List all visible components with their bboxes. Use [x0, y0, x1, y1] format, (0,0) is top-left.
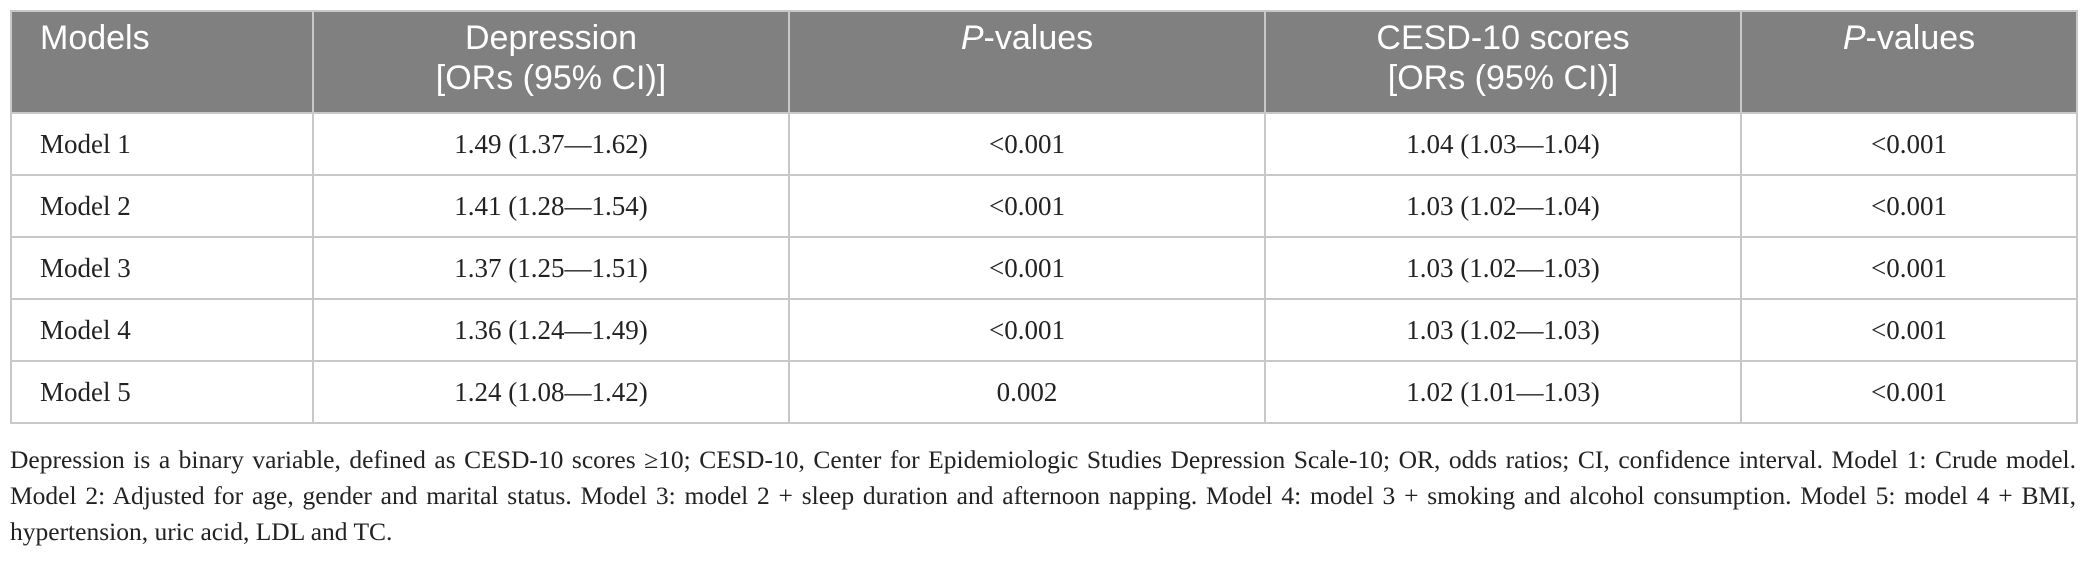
cell-cesd-p: <0.001 — [1740, 112, 2078, 176]
table-row: Model 3 1.37 (1.25—1.51) <0.001 1.03 (1.… — [10, 236, 2078, 300]
header-depression-pvalues: P-values — [788, 10, 1266, 114]
cell-depression-p: <0.001 — [788, 112, 1266, 176]
cell-depression-or: 1.24 (1.08—1.42) — [312, 360, 790, 424]
table-row: Model 5 1.24 (1.08—1.42) 0.002 1.02 (1.0… — [10, 360, 2078, 424]
header-depression-subtitle: [ORs (95% CI)] — [435, 59, 667, 97]
cell-cesd-p: <0.001 — [1740, 174, 2078, 238]
header-pvalues-suffix: -values — [1865, 19, 1976, 57]
table-body: Model 1 1.49 (1.37—1.62) <0.001 1.04 (1.… — [10, 112, 2078, 424]
cell-cesd-or: 1.04 (1.03—1.04) — [1264, 112, 1742, 176]
cell-cesd-or: 1.03 (1.02—1.04) — [1264, 174, 1742, 238]
cell-depression-or: 1.37 (1.25—1.51) — [312, 236, 790, 300]
cell-cesd-or: 1.03 (1.02—1.03) — [1264, 298, 1742, 362]
header-models: Models — [10, 10, 314, 114]
header-pvalues-italic-p: P — [1842, 19, 1866, 57]
cell-depression-or: 1.41 (1.28—1.54) — [312, 174, 790, 238]
cell-model: Model 3 — [10, 236, 314, 300]
header-row: Models Depression [ORs (95% CI)] P-value… — [10, 10, 2078, 114]
table-row: Model 1 1.49 (1.37—1.62) <0.001 1.04 (1.… — [10, 112, 2078, 176]
header-cesd-scores: CESD-10 scores [ORs (95% CI)] — [1264, 10, 1742, 114]
cell-depression-p: <0.001 — [788, 236, 1266, 300]
header-depression-pvalues-label: P-values — [802, 18, 1252, 58]
cell-cesd-p: <0.001 — [1740, 360, 2078, 424]
header-depression: Depression [ORs (95% CI)] — [312, 10, 790, 114]
cell-cesd-p: <0.001 — [1740, 298, 2078, 362]
header-cesd-pvalues: P-values — [1740, 10, 2078, 114]
header-cesd-subtitle: [ORs (95% CI)] — [1387, 59, 1619, 97]
results-table: Models Depression [ORs (95% CI)] P-value… — [10, 10, 2078, 424]
table-header: Models Depression [ORs (95% CI)] P-value… — [10, 10, 2078, 114]
cell-depression-p: <0.001 — [788, 174, 1266, 238]
table-footnote: Depression is a binary variable, defined… — [10, 445, 2076, 546]
cell-model: Model 2 — [10, 174, 314, 238]
header-pvalues-italic-p: P — [960, 19, 984, 57]
header-cesd-pvalues-label: P-values — [1754, 18, 2064, 58]
header-cesd-title: CESD-10 scores — [1376, 19, 1630, 57]
cell-depression-p: <0.001 — [788, 298, 1266, 362]
results-table-container: Models Depression [ORs (95% CI)] P-value… — [10, 10, 2078, 424]
cell-cesd-or: 1.03 (1.02—1.03) — [1264, 236, 1742, 300]
cell-model: Model 4 — [10, 298, 314, 362]
header-pvalues-suffix: -values — [983, 19, 1094, 57]
cell-model: Model 1 — [10, 112, 314, 176]
cell-depression-or: 1.49 (1.37—1.62) — [312, 112, 790, 176]
table-row: Model 2 1.41 (1.28—1.54) <0.001 1.03 (1.… — [10, 174, 2078, 238]
cell-model: Model 5 — [10, 360, 314, 424]
header-depression-title: Depression — [465, 19, 637, 57]
cell-depression-or: 1.36 (1.24—1.49) — [312, 298, 790, 362]
header-models-label: Models — [40, 19, 150, 57]
cell-cesd-p: <0.001 — [1740, 236, 2078, 300]
table-row: Model 4 1.36 (1.24—1.49) <0.001 1.03 (1.… — [10, 298, 2078, 362]
cell-cesd-or: 1.02 (1.01—1.03) — [1264, 360, 1742, 424]
cell-depression-p: 0.002 — [788, 360, 1266, 424]
